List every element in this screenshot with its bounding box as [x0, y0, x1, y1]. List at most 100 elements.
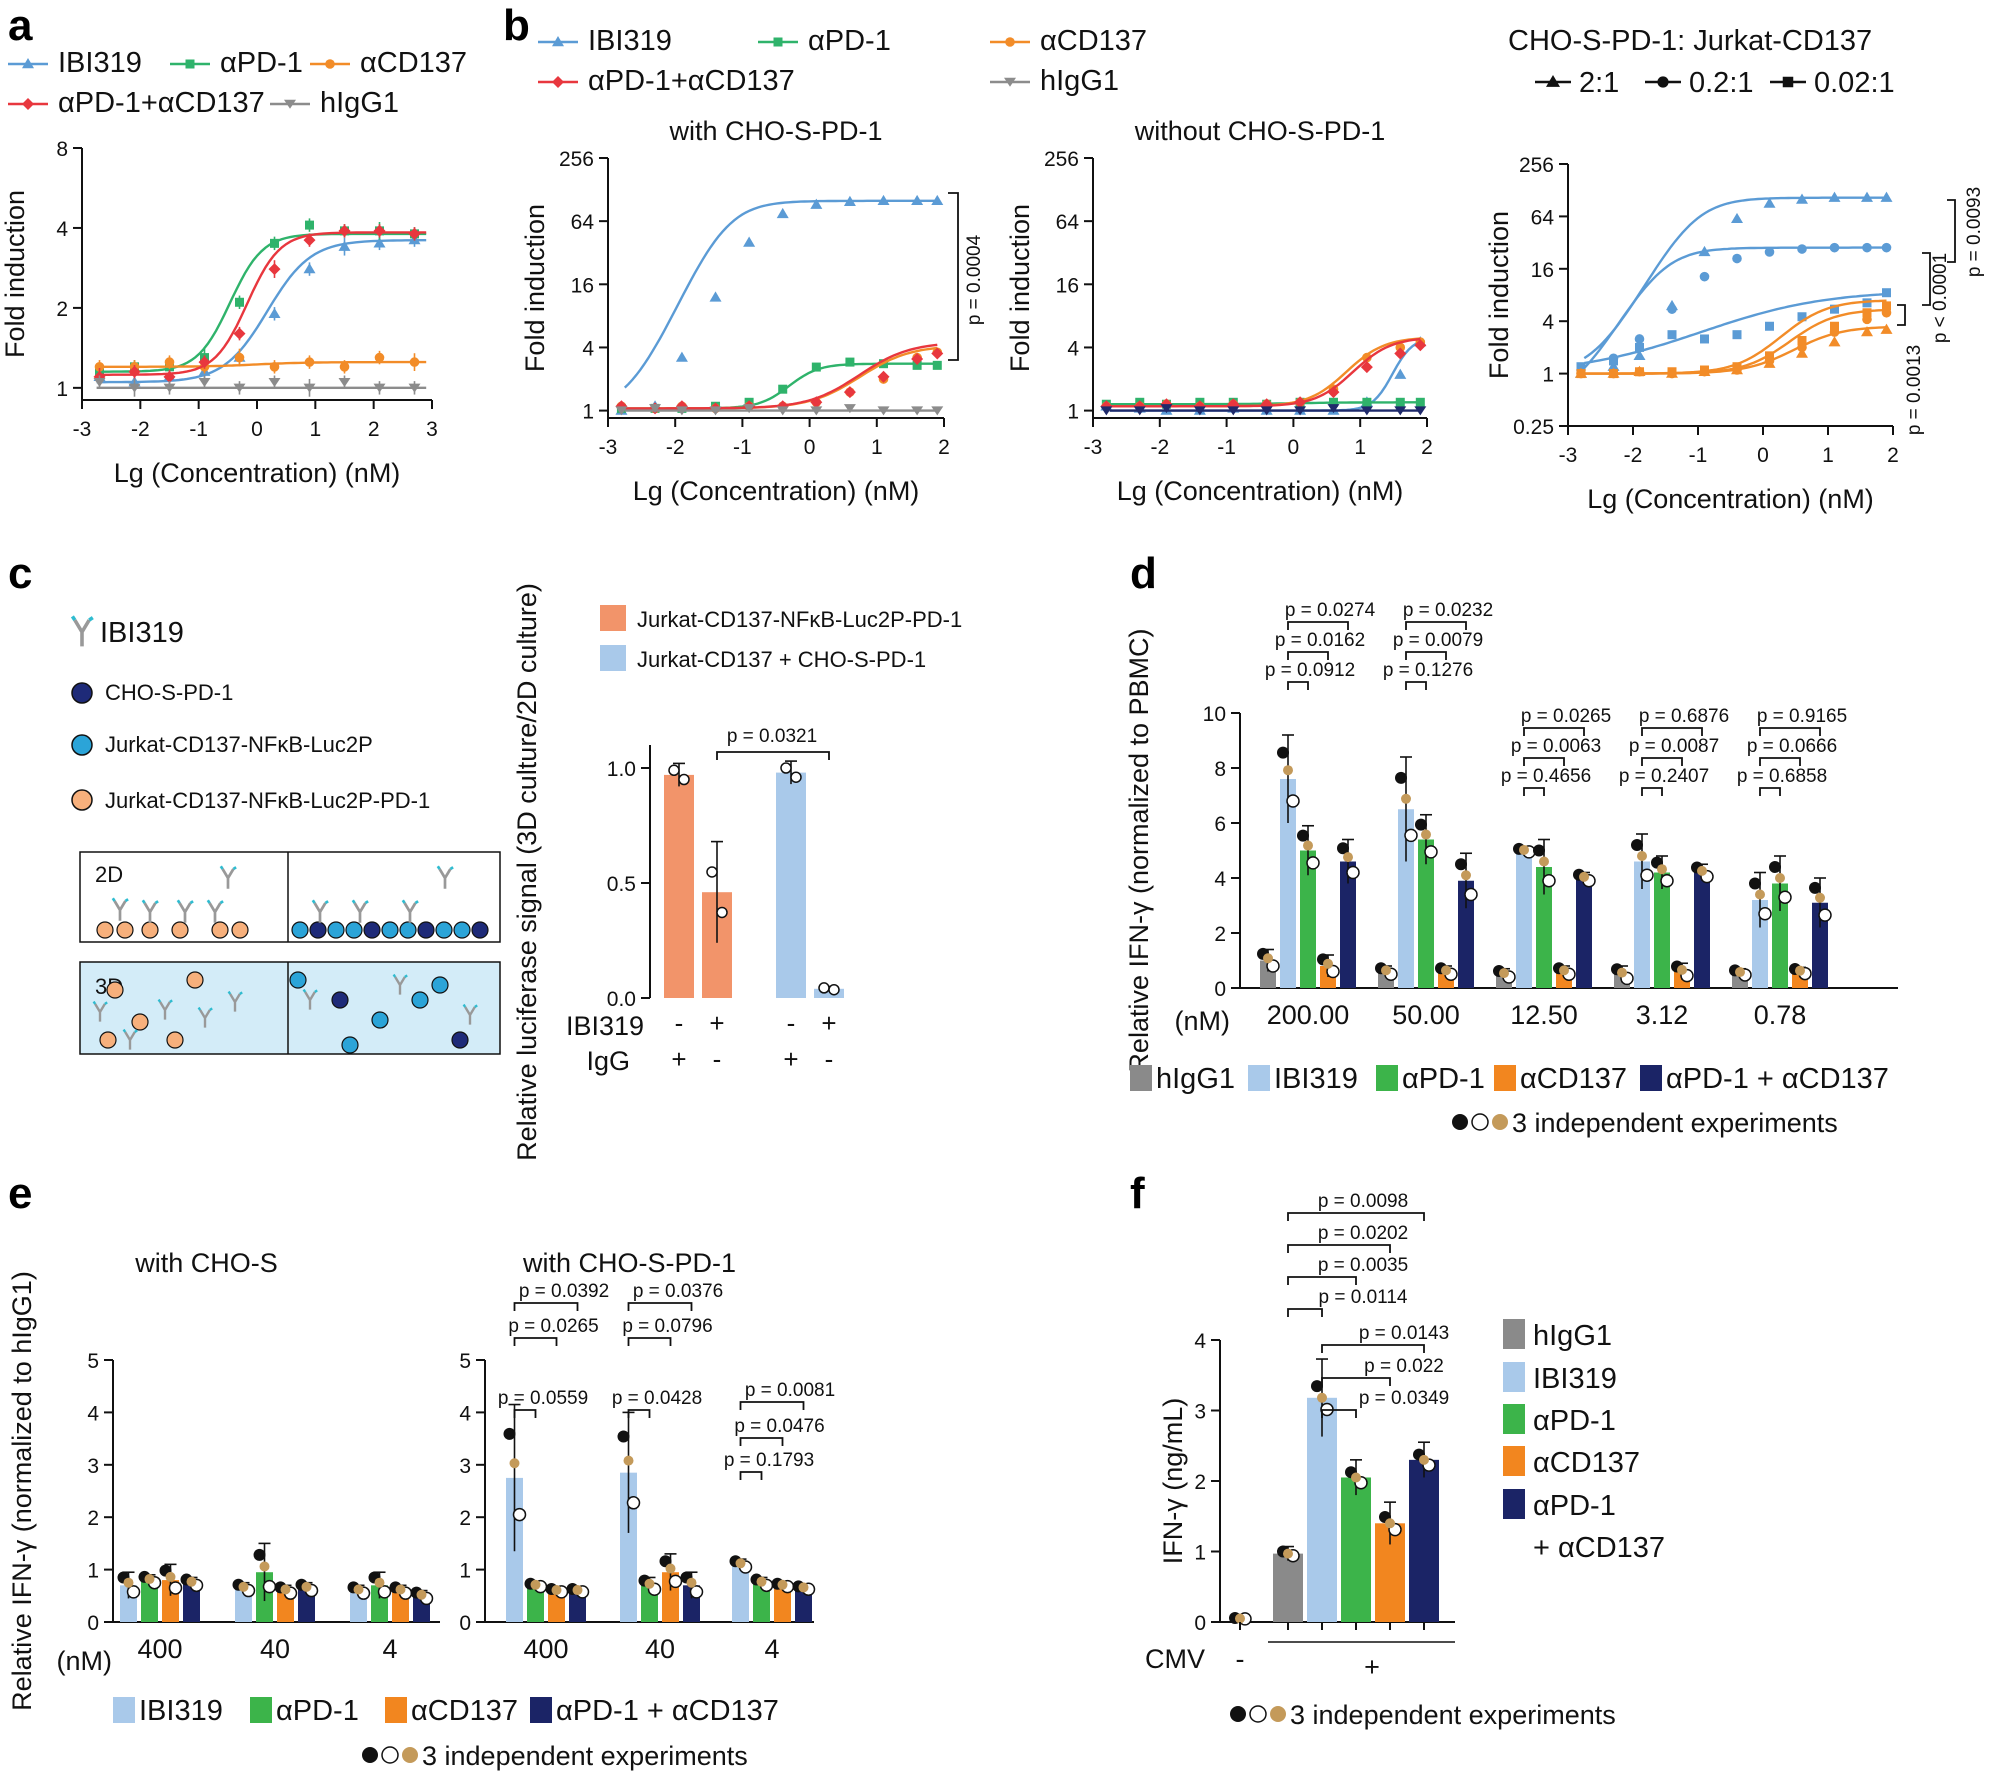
replicate-point — [818, 982, 830, 994]
data-point — [1732, 330, 1742, 340]
x-tick-label: 3 — [426, 418, 438, 441]
y-axis-title: Fold induction — [1005, 204, 1035, 372]
replicate-point — [626, 1496, 641, 1510]
significance-bracket — [1641, 787, 1663, 796]
antibody-icon-tip — [436, 865, 441, 870]
replicate-point — [280, 1584, 291, 1595]
data-point — [269, 362, 280, 372]
p-value: p = 0.0063 — [1511, 736, 1601, 757]
replicate-point — [790, 771, 802, 783]
legend-label: CHO-S-PD-1 — [105, 680, 233, 705]
data-point — [198, 378, 211, 388]
legend-swatch — [1376, 1065, 1398, 1091]
x-axis-title: CMV — [1145, 1644, 1205, 1674]
antibody-icon-tip2 — [104, 1001, 108, 1005]
data-point — [1414, 339, 1427, 352]
significance-bracket — [627, 1409, 651, 1418]
significance-bracket — [1287, 1276, 1357, 1285]
data-point — [1395, 397, 1405, 407]
y-tick-label: 0 — [459, 1612, 471, 1635]
y-axis-title: Fold induction — [520, 204, 550, 372]
significance-bracket — [1405, 651, 1447, 660]
replicate-point — [1346, 865, 1360, 880]
legend-marker — [1657, 76, 1669, 88]
antibody-icon-tip2 — [88, 616, 94, 622]
cell — [96, 921, 114, 939]
culture-3d-box — [79, 961, 501, 1055]
cmv-label: + — [1364, 1652, 1380, 1682]
antibody-icon-tip — [219, 865, 224, 870]
replicate-point — [1337, 842, 1349, 855]
bar — [1341, 1477, 1371, 1622]
x-tick-label: 1 — [1354, 436, 1366, 459]
data-point — [303, 263, 316, 274]
p-value: p = 0.0232 — [1403, 600, 1493, 621]
replicate-point — [1461, 870, 1471, 881]
data-point — [1861, 326, 1873, 337]
significance-bracket — [627, 1337, 672, 1346]
y-tick-label: 4 — [87, 1402, 99, 1425]
replicate-point — [668, 1574, 683, 1589]
legend-swatch — [530, 1697, 552, 1723]
replicate-point — [1286, 794, 1300, 808]
legend-swatch — [1494, 1065, 1516, 1091]
replicate-point — [123, 1577, 134, 1588]
data-point — [1328, 397, 1338, 407]
fit-curve-αPD-1 — [96, 232, 427, 373]
legend-dot — [1492, 1114, 1508, 1130]
data-point — [268, 378, 281, 388]
replicate-point — [1559, 965, 1569, 976]
bar — [814, 988, 844, 998]
y-tick-label: 2 — [1214, 923, 1226, 946]
replicate-point — [353, 1584, 364, 1595]
data-point — [1634, 334, 1645, 344]
replicate-point — [1441, 965, 1451, 976]
significance-bracket — [1321, 1409, 1357, 1418]
antibody-icon-tip2 — [134, 1029, 138, 1033]
replicate-point — [1404, 828, 1418, 843]
data-point — [931, 347, 944, 360]
data-point — [1797, 244, 1807, 254]
p-value: p = 0.0079 — [1393, 630, 1483, 651]
legend-label: IBI319 — [58, 47, 142, 79]
data-point — [1882, 301, 1891, 311]
bar — [1280, 779, 1296, 988]
data-point — [675, 351, 688, 362]
y-tick-label: 0.5 — [607, 873, 636, 896]
y-tick-label: 2 — [87, 1507, 99, 1530]
replicate-point — [238, 1581, 249, 1592]
data-point — [374, 352, 385, 363]
data-point — [338, 240, 351, 251]
antibody-icon-tip2 — [189, 900, 194, 905]
replicate-point — [374, 1577, 385, 1588]
replicate-point — [1640, 868, 1654, 882]
x-tick-label: -2 — [1150, 436, 1169, 459]
legend-dot — [1270, 1706, 1286, 1722]
legend-title: CHO-S-PD-1: Jurkat-CD137 — [1508, 25, 1872, 57]
chart-title: with CHO-S-PD-1 — [522, 1248, 736, 1278]
cell — [471, 921, 489, 939]
p-value: p = 0.0265 — [508, 1316, 598, 1337]
antibody-icon-tip2 — [169, 999, 173, 1003]
replicate-point — [1311, 1380, 1323, 1393]
data-point — [128, 383, 141, 393]
cell — [327, 921, 345, 939]
replicate-point — [509, 1458, 520, 1469]
cell-icon-jurkat-pd1 — [71, 789, 93, 811]
significance-bracket — [513, 1337, 558, 1346]
data-point — [1362, 352, 1372, 363]
significance-bracket — [1922, 252, 1931, 306]
y-axis-title: Relative IFN-γ (normalized to PBMC) — [1124, 628, 1154, 1072]
y-tick-label: 256 — [559, 148, 594, 171]
y-axis-title: Relative luciferase signal (3D culture/2… — [512, 583, 542, 1161]
replicate-point — [1775, 873, 1785, 883]
data-point — [1881, 242, 1892, 253]
replicate-point — [1818, 908, 1832, 922]
bar — [1516, 850, 1532, 988]
antibody-icon-tip — [351, 899, 356, 904]
legend-label: hIgG1 — [1156, 1063, 1235, 1095]
cell — [99, 1031, 117, 1049]
y-tick-label: 2 — [459, 1507, 471, 1530]
antibody-icon — [438, 868, 452, 889]
x-tick-label: 400 — [137, 1634, 182, 1664]
